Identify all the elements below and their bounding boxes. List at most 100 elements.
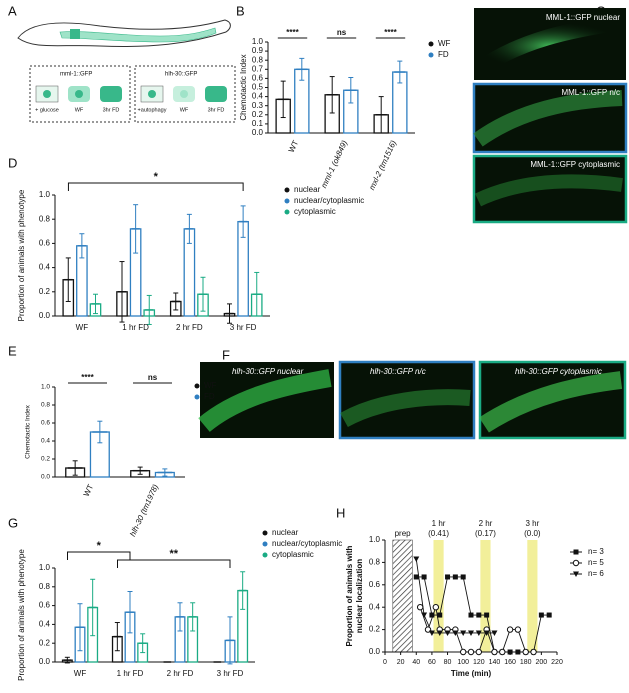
legend-label: nuclear/cytoplasmic [294,196,364,205]
y-axis-label: Proportion of animals with phenotype [17,189,26,321]
y-tick-label: 0.8 [369,558,381,567]
point [452,630,459,636]
y-tick-label: 0.8 [39,214,51,223]
y-tick-label: 0.7 [252,64,264,73]
x-tick-label: 40 [412,659,420,666]
prep-label: prep [395,529,412,538]
schematic-title: mml-1::GFP [60,72,92,78]
y-tick-label: 0.8 [252,55,264,64]
point [444,630,451,636]
legend-label: cytoplasmic [294,207,336,216]
bracket [67,182,244,191]
y-tick-label: 0.0 [39,311,51,320]
point [421,574,427,580]
point [432,604,440,611]
window-note: (0.17) [475,529,496,538]
panel-letter: G [8,515,18,530]
significance-label: **** [81,373,94,382]
x-tick-label: 1 hr FD [117,669,144,678]
point [515,649,521,655]
significance-label: ns [148,373,158,382]
micrograph-caption: hlh-30::GFP nuclear [232,367,304,376]
x-tick-label: 2 hr FD [167,669,194,678]
y-tick-label: 0.6 [369,580,381,589]
bracket [67,551,131,560]
point [507,649,513,655]
x-tick-label: mml-1 (ok849) [319,139,349,190]
x-tick-label: 220 [551,659,563,666]
point [538,612,544,618]
point [436,630,443,636]
window [433,540,444,652]
y-axis-label: Proportion of animals with [345,545,354,646]
legend-marker [284,198,290,204]
micrograph-caption: hlh-30::GFP cytoplasmic [515,367,602,376]
bracket [117,559,231,568]
y-tick-label: 0.6 [39,601,51,610]
y-tick-label: 0.6 [252,74,264,83]
bracket-label: ** [169,548,178,560]
legend-marker [428,41,434,47]
x-tick-label: 120 [473,659,485,666]
x-tick-label: 100 [457,659,469,666]
point [506,626,514,633]
x-tick-label: 20 [397,659,405,666]
window [527,540,538,652]
point [429,612,435,618]
y-tick-label: 0.8 [41,402,50,409]
micrograph-caption: MML-1::GFP nuclear [546,13,620,22]
legend-label: n= 5 [588,558,604,567]
y-tick-label: 0.0 [252,128,264,137]
x-tick-label: WF [76,323,89,332]
window-note: (0.41) [428,529,449,538]
window-label: 1 hr [432,519,446,528]
point [413,574,419,580]
y-tick-label: 0.2 [39,638,51,647]
point [428,630,435,636]
y-tick-label: 0.1 [252,119,264,128]
x-tick-label: 1 hr FD [122,323,149,332]
panel-letter: A [8,3,17,18]
legend-label: n= 6 [588,569,604,578]
panel-letter: D [8,155,17,170]
x-tick-label: 180 [520,659,532,666]
panel-letter: H [336,505,345,520]
x-tick-label: mxl-2 (tm1516) [367,139,398,192]
significance-label: **** [286,28,299,37]
point [499,648,506,656]
x-tick-label: 160 [504,659,516,666]
y-tick-label: 0.4 [41,438,50,445]
x-tick-label: 2 hr FD [176,323,203,332]
worm-schematic [17,19,236,123]
bracket-label: * [154,171,159,183]
x-tick-label: WT [82,483,95,498]
bracket-label: * [97,540,102,552]
legend-marker [194,383,200,389]
legend-label: WF [438,39,451,48]
legend-label: FD [204,392,215,401]
y-tick-label: 0.4 [39,263,51,272]
window-label: 2 hr [479,519,493,528]
x-tick-label: 3 hr FD [217,669,244,678]
y-tick-label: 0.2 [41,456,50,463]
point [421,612,428,619]
y-tick-label: 0.6 [39,239,51,248]
legend-label: nuclear/cytoplasmic [272,539,342,548]
point [467,648,475,656]
x-axis-label: Time (min) [451,669,492,678]
y-axis-label: nuclear localization [355,559,364,633]
legend-marker [262,552,268,558]
micrograph-caption: MML-1::GFP n/c [561,88,620,97]
legend-marker [284,187,290,193]
schematic-label: 3hr FD [103,107,120,113]
point [452,574,458,580]
schematic-label: WF [180,107,189,113]
y-axis-label: Chemotactic Index [25,404,32,459]
series-line [419,605,534,653]
point [491,630,498,636]
y-tick-label: 1.0 [41,384,50,391]
point [445,574,451,580]
x-tick-label: 200 [536,659,548,666]
y-tick-label: 0.4 [369,602,381,611]
